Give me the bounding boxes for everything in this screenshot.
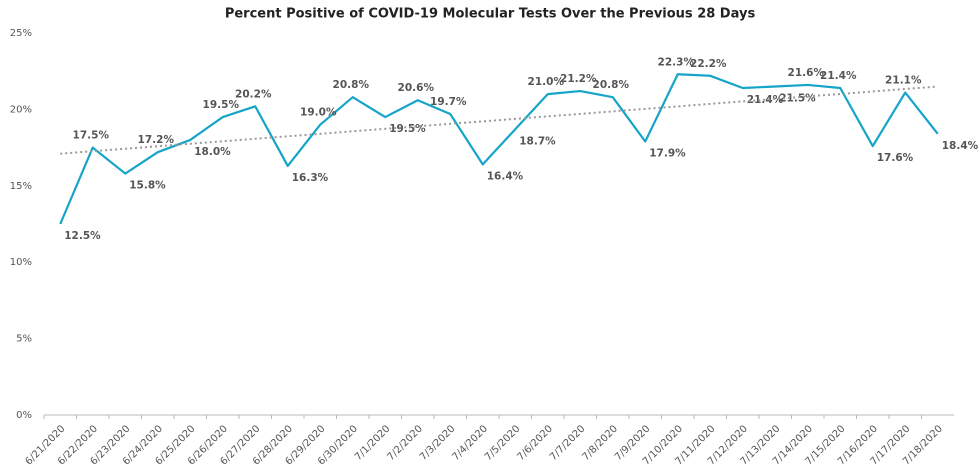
value-label: 19.0%	[300, 107, 337, 119]
value-label: 17.2%	[138, 134, 175, 146]
y-tick-label: 20%	[10, 104, 32, 115]
y-tick-label: 10%	[10, 257, 32, 268]
value-label: 12.5%	[64, 230, 101, 242]
line	[59, 73, 939, 225]
value-label: 21.2%	[560, 73, 597, 85]
value-label: 21.4%	[820, 70, 857, 82]
value-label: 21.6%	[788, 67, 825, 79]
chart-title: Percent Positive of COVID-19 Molecular T…	[225, 7, 756, 22]
value-label: 18.7%	[519, 135, 556, 147]
value-label: 15.8%	[129, 180, 166, 192]
value-label: 22.2%	[690, 58, 727, 70]
value-label: 21.0%	[528, 76, 565, 88]
value-label: 21.5%	[779, 92, 816, 104]
value-label: 18.4%	[942, 140, 979, 152]
value-label: 19.7%	[430, 96, 467, 108]
value-label: 18.0%	[194, 146, 231, 158]
trendline	[60, 85, 938, 155]
y-tick-label: 0%	[16, 410, 32, 421]
value-label: 20.8%	[333, 79, 370, 91]
value-label: 17.5%	[73, 130, 110, 142]
y-tick-label: 5%	[16, 334, 32, 345]
y-tick-label: 25%	[10, 28, 32, 39]
value-label: 16.4%	[487, 170, 524, 182]
value-label: 19.5%	[203, 99, 240, 111]
value-label: 21.1%	[885, 75, 922, 87]
y-tick-label: 15%	[10, 181, 32, 192]
value-label: 22.3%	[658, 56, 695, 68]
value-label: 20.2%	[235, 88, 272, 100]
value-label: 17.6%	[877, 152, 914, 164]
value-label: 17.9%	[649, 147, 686, 159]
value-label: 19.5%	[389, 123, 426, 135]
value-label: 20.8%	[593, 79, 630, 91]
value-label: 16.3%	[292, 172, 329, 184]
value-label: 20.6%	[398, 82, 435, 94]
